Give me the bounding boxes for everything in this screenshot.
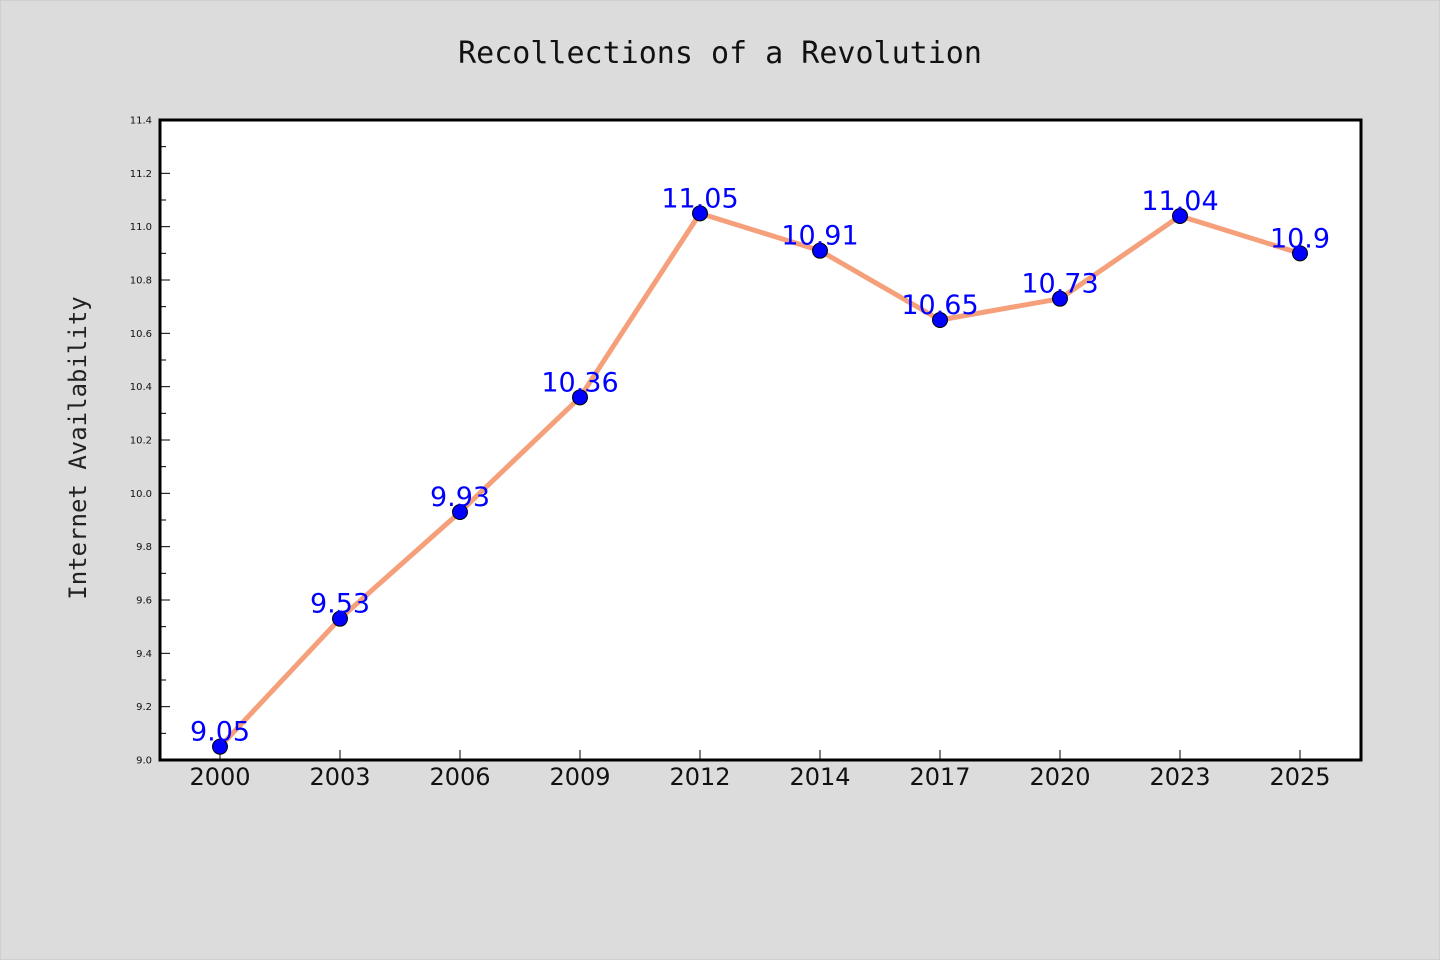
x-tick-label: 2009 bbox=[549, 763, 610, 791]
data-point bbox=[452, 504, 468, 520]
y-tick-label: 9.4 bbox=[136, 649, 152, 660]
data-point bbox=[932, 312, 948, 328]
x-tick-label: 2012 bbox=[669, 763, 730, 791]
x-tick-label: 2000 bbox=[189, 763, 250, 791]
data-point bbox=[1052, 290, 1068, 307]
y-tick-label: 9.6 bbox=[136, 596, 152, 607]
data-label: 10.9 bbox=[1270, 223, 1330, 254]
data-point bbox=[692, 205, 708, 222]
y-tick-label: 11.4 bbox=[130, 116, 152, 127]
y-tick-label: 10.6 bbox=[130, 329, 152, 340]
data-labels-layer: 9.05 9.53 9.93 10.36 11.05 10.91 10.65 10.73 11.… bbox=[190, 183, 1330, 747]
data-point bbox=[212, 738, 228, 755]
data-label: 11.04 bbox=[1141, 186, 1218, 217]
data-point bbox=[332, 610, 348, 627]
x-axis: 2000 2003 2006 2009 2012 2014 2017 2020 2023 2025 bbox=[189, 750, 1331, 791]
data-label: 10.91 bbox=[781, 221, 858, 252]
data-label: 9.53 bbox=[310, 589, 370, 620]
data-label: 9.05 bbox=[190, 717, 250, 748]
series-line bbox=[217, 210, 1303, 750]
y-tick-label: 10.8 bbox=[130, 276, 152, 287]
data-label: 10.73 bbox=[1021, 269, 1098, 300]
data-point bbox=[1172, 208, 1188, 224]
data-label: 11.05 bbox=[661, 183, 738, 214]
data-point bbox=[1292, 245, 1308, 262]
y-tick-label: 9.8 bbox=[136, 542, 152, 553]
y-tick-label: 9.2 bbox=[136, 702, 152, 713]
x-tick-label: 2023 bbox=[1149, 763, 1210, 791]
y-tick-label: 10.4 bbox=[130, 382, 152, 393]
x-tick-label: 2006 bbox=[429, 763, 490, 791]
data-label: 9.93 bbox=[430, 482, 490, 513]
data-label: 10.36 bbox=[541, 367, 618, 398]
x-tick-label: 2025 bbox=[1269, 763, 1330, 791]
chart-title: Recollections of a Revolution bbox=[458, 36, 982, 71]
plot-frame bbox=[158, 118, 1363, 762]
x-tick-label: 2003 bbox=[309, 763, 370, 791]
data-label: 10.65 bbox=[901, 290, 978, 321]
y-axis-label: Internet Availability bbox=[64, 296, 92, 599]
series-layer bbox=[212, 205, 1308, 755]
y-tick-label: 10.0 bbox=[130, 489, 152, 500]
y-tick-label: 11.2 bbox=[130, 169, 152, 180]
x-tick-label: 2017 bbox=[909, 763, 970, 791]
data-point bbox=[572, 389, 588, 406]
y-tick-label: 10.2 bbox=[130, 436, 152, 447]
y-tick-label: 9.0 bbox=[136, 756, 152, 767]
y-tick-label: 11.0 bbox=[130, 222, 152, 233]
x-tick-label: 2014 bbox=[789, 763, 850, 791]
data-point bbox=[812, 242, 828, 259]
x-tick-label: 2020 bbox=[1029, 763, 1090, 791]
